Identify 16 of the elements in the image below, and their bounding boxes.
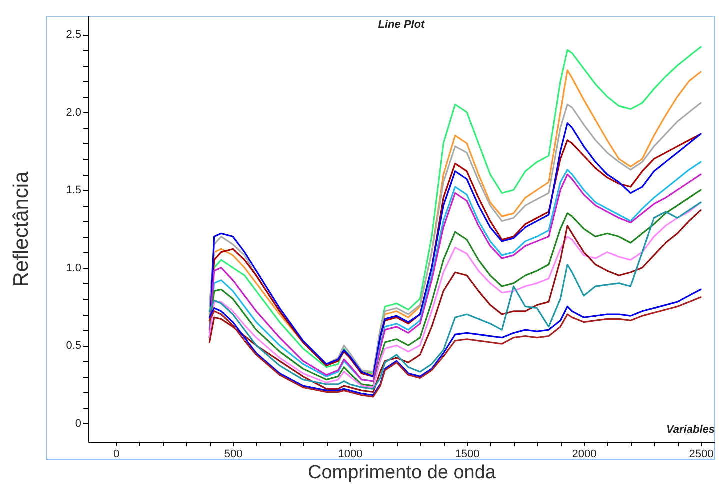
y-tick-label: 0.5 (66, 340, 82, 352)
x-tick-label: 1000 (338, 448, 363, 460)
y-tick-label: 0 (75, 418, 82, 430)
x-tick-label: 1500 (455, 448, 480, 460)
y-axis-title: Reflectância (10, 171, 34, 288)
y-tick-label: 1.5 (66, 184, 82, 197)
x-tick-label: 2500 (689, 448, 714, 460)
y-tick-label: 2.5 (66, 29, 82, 42)
x-tick-label: 500 (224, 448, 243, 460)
annotation: Variables (666, 424, 715, 436)
chart-title: Line Plot (378, 19, 426, 31)
y-tick-label: 1.0 (66, 262, 82, 274)
x-tick-label: 0 (114, 448, 120, 460)
x-axis-title: Comprimento de onda (308, 462, 496, 484)
y-tick-label: 2.0 (66, 106, 82, 119)
x-tick-label: 2000 (572, 448, 597, 460)
